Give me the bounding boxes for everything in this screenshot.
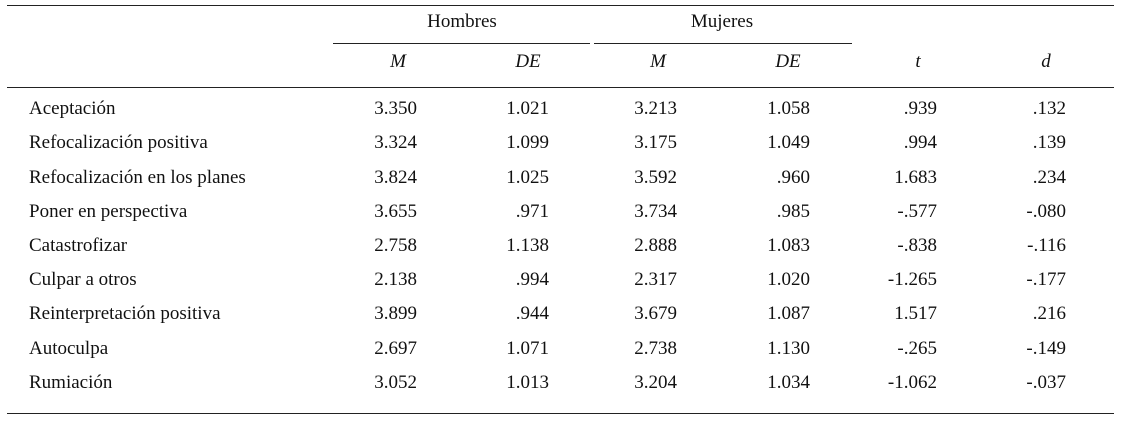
cell-value: -.577 [897,201,937,222]
group-header: Mujeres [690,11,754,32]
cell-value: 2.697 [374,338,417,359]
group-rule [333,43,590,44]
cell-value: .139 [1032,132,1066,153]
cell-value: 3.175 [634,132,677,153]
column-header: M [650,51,666,72]
cell-value: 3.899 [374,303,417,324]
header-rule [7,87,1114,88]
cell-value: .132 [1032,98,1066,119]
cell-value: 1.021 [506,98,549,119]
cell-value: .994 [515,269,549,290]
row-label: Aceptación [29,98,116,119]
cell-value: 1.049 [767,132,810,153]
cell-value: 2.317 [634,269,677,290]
row-label: Poner en perspectiva [29,201,188,222]
column-header: DE [515,51,541,72]
column-header: t [915,51,921,72]
cell-value: .944 [515,303,549,324]
row-label: Refocalización en los planes [29,167,246,188]
row-label: Refocalización positiva [29,132,208,153]
row-label: Culpar a otros [29,269,137,290]
group-header: Hombres [427,11,497,32]
cell-value: -.080 [1026,201,1066,222]
cell-value: 1.138 [506,235,549,256]
cell-value: 3.734 [634,201,677,222]
cell-value: -.838 [897,235,937,256]
cell-value: .971 [515,201,549,222]
cell-value: 3.324 [374,132,417,153]
cell-value: 2.138 [374,269,417,290]
cell-value: 1.130 [767,338,810,359]
cell-value: 1.025 [506,167,549,188]
cell-value: 1.083 [767,235,810,256]
top-rule [7,5,1114,6]
cell-value: 3.655 [374,201,417,222]
cell-value: 1.099 [506,132,549,153]
cell-value: 1.020 [767,269,810,290]
column-header: DE [775,51,801,72]
cell-value: -.265 [897,338,937,359]
cell-value: 1.683 [894,167,937,188]
cell-value: 3.350 [374,98,417,119]
cell-value: 1.034 [767,372,810,393]
cell-value: 2.758 [374,235,417,256]
cell-value: 1.013 [506,372,549,393]
cell-value: .994 [903,132,937,153]
row-label: Catastrofizar [29,235,128,256]
cell-value: 1.058 [767,98,810,119]
cell-value: -1.062 [887,372,937,393]
group-rule [594,43,852,44]
cell-value: 1.087 [767,303,810,324]
cell-value: -.037 [1026,372,1066,393]
row-label: Rumiación [29,372,113,393]
cell-value: -.149 [1026,338,1066,359]
cell-value: 2.738 [634,338,677,359]
column-header: d [1041,51,1051,72]
cell-value: 3.052 [374,372,417,393]
row-label: Autoculpa [29,338,109,359]
row-label: Reinterpretación positiva [29,303,221,324]
cell-value: -1.265 [887,269,937,290]
cell-value: .216 [1032,303,1066,324]
cell-value: .985 [776,201,810,222]
column-header: M [390,51,406,72]
cell-value: 3.592 [634,167,677,188]
cell-value: 2.888 [634,235,677,256]
cell-value: 3.679 [634,303,677,324]
cell-value: -.177 [1026,269,1066,290]
cell-value: 3.824 [374,167,417,188]
cell-value: .939 [903,98,937,119]
cell-value: .234 [1032,167,1066,188]
cell-value: .960 [776,167,810,188]
cell-value: 1.517 [894,303,937,324]
cell-value: 3.204 [634,372,677,393]
cell-value: -.116 [1027,235,1066,256]
bottom-rule [7,413,1114,414]
cell-value: 1.071 [506,338,549,359]
cell-value: 3.213 [634,98,677,119]
